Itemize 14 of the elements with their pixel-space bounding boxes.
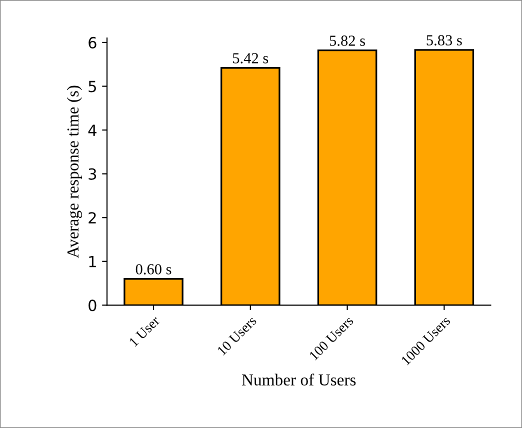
y-tick-label: 2 <box>88 212 96 224</box>
y-tick-label: 4 <box>88 124 96 136</box>
x-tick-label: 1 User <box>128 315 160 347</box>
x-axis-title: Number of Users <box>242 374 356 386</box>
y-tick-label: 3 <box>88 168 96 180</box>
data-label: 5.42 s <box>233 53 268 64</box>
data-label: 0.60 s <box>136 264 172 274</box>
y-tick-label: 1 <box>89 256 96 268</box>
data-label: 5.83 s <box>426 35 462 46</box>
y-tick-label: 6 <box>88 36 96 48</box>
y-tick-label: 5 <box>88 80 96 92</box>
data-label: 5.82 s <box>330 36 365 46</box>
y-axis-title: Average response time (s) <box>66 86 82 258</box>
y-tick-label: 0 <box>88 300 96 312</box>
